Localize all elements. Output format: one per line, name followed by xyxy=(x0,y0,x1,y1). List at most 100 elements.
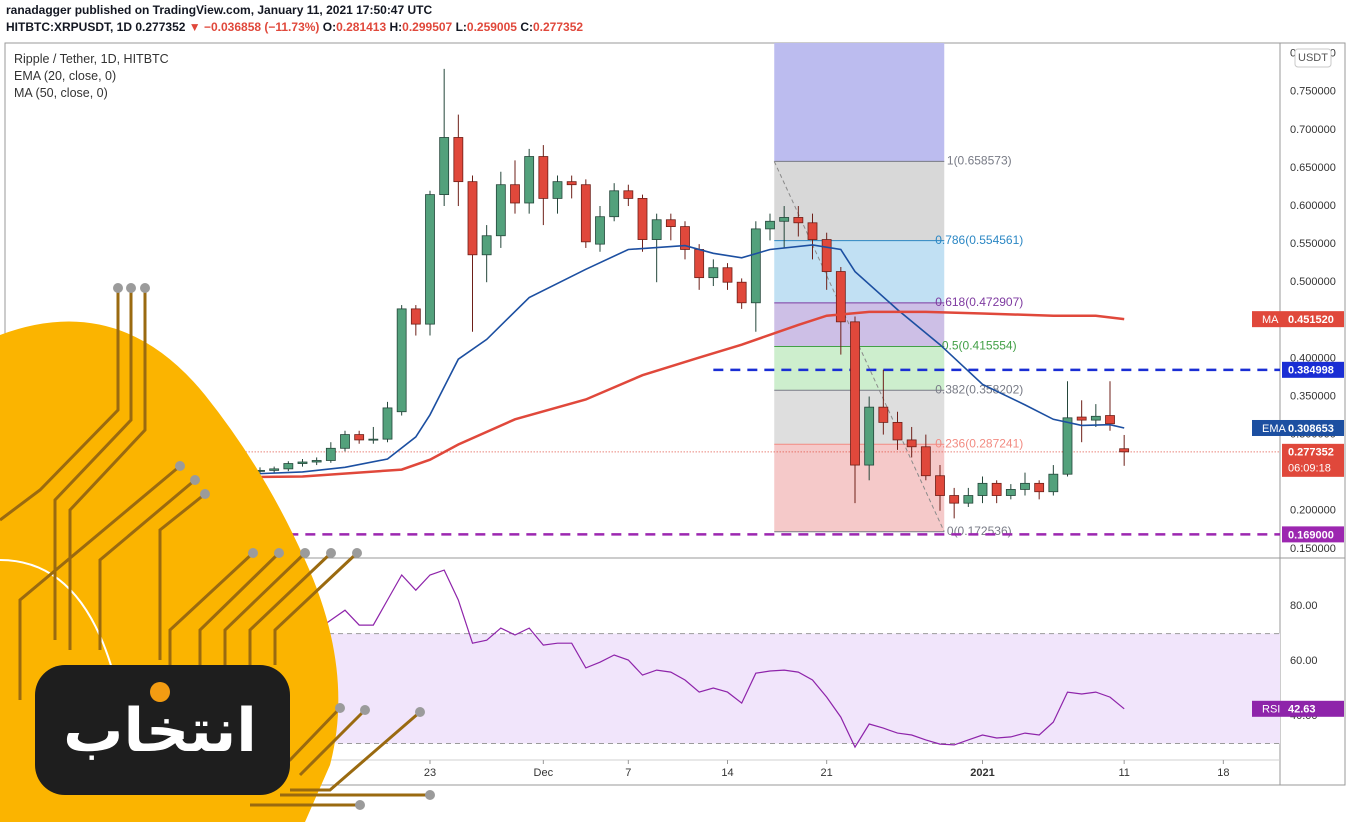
circuit-node xyxy=(360,705,370,715)
circuit-node xyxy=(326,548,336,558)
candle-body xyxy=(354,434,365,441)
indicator-line xyxy=(146,310,1125,480)
axis-label-box xyxy=(1282,443,1344,477)
header: ranadagger published on TradingView.com,… xyxy=(6,2,583,36)
candle-body xyxy=(892,421,903,441)
axis-label-value: 0.451520 xyxy=(1288,314,1334,326)
ohlc-value: 0.259005 xyxy=(466,20,517,34)
circuit-node xyxy=(126,283,136,293)
circuit-node xyxy=(355,800,365,810)
y-tick-label: 0.550000 xyxy=(1290,238,1336,250)
axis-label-value: 0.384998 xyxy=(1288,365,1334,377)
circuit-node xyxy=(200,489,210,499)
candle-body xyxy=(793,217,804,224)
fib-label: 0.236(0.287241) xyxy=(935,436,1023,450)
fib-label: 0.382(0.358202) xyxy=(935,382,1023,396)
fib-label: 0.5(0.415554) xyxy=(942,339,1017,353)
candle-body xyxy=(325,447,336,461)
candle-body xyxy=(439,137,450,196)
last-price: 0.277352 xyxy=(135,20,186,34)
circuit-line xyxy=(223,551,307,665)
axis-label-box xyxy=(1282,526,1344,543)
axis-label-box xyxy=(1252,311,1344,328)
candle-body xyxy=(1076,416,1087,421)
candle-body xyxy=(538,156,549,199)
ohlc-value: 0.299507 xyxy=(402,20,453,34)
candle-body xyxy=(991,482,1002,496)
axis-label-box xyxy=(1252,419,1344,436)
candle-body xyxy=(495,184,506,237)
axis-label-value: 0.277352 xyxy=(1288,447,1334,459)
candle-body xyxy=(368,438,379,441)
candle-body xyxy=(410,308,421,325)
circuit-node xyxy=(190,475,200,485)
candle-body xyxy=(906,439,917,448)
candle-body xyxy=(835,271,846,323)
candle-body xyxy=(609,190,620,218)
y-tick-label: 0.200000 xyxy=(1290,505,1336,517)
logo-badge xyxy=(35,665,290,795)
ohlc-key: H: xyxy=(389,20,403,34)
circuit-line xyxy=(298,708,367,777)
circuit-line xyxy=(18,464,181,700)
candle-body xyxy=(1119,448,1130,453)
candle-body xyxy=(396,308,407,413)
rsi-line xyxy=(302,569,1125,749)
y-tick-label: 0.650000 xyxy=(1290,162,1336,174)
logo: انتخاب xyxy=(0,283,435,822)
candle-body xyxy=(580,184,591,243)
x-tick-label: 11 xyxy=(1118,767,1129,779)
candle-body xyxy=(665,219,676,228)
candle-body xyxy=(382,407,393,440)
axis-label-value: 0.308653 xyxy=(1288,423,1334,435)
change: ▼ −0.036858 (−11.73%) xyxy=(188,20,320,34)
circuit-line xyxy=(158,492,206,660)
candle-body xyxy=(297,461,308,464)
circuit-line xyxy=(290,710,421,792)
circuit-line xyxy=(68,288,147,650)
candle-body xyxy=(269,468,280,471)
axis-label-tag: RSI xyxy=(1262,704,1280,716)
candle-body xyxy=(779,217,790,222)
candle-body xyxy=(765,220,775,230)
fib-label: 0.618(0.472907) xyxy=(935,295,1023,309)
candle-body xyxy=(637,198,648,240)
candle-body xyxy=(283,463,294,470)
circuit-node xyxy=(352,548,362,558)
candle-body xyxy=(949,495,960,504)
symbol: HITBTC:XRPUSDT, 1D xyxy=(6,20,133,34)
candle-body xyxy=(311,460,322,463)
candle-body xyxy=(1105,415,1115,425)
axis-label-value: 0.169000 xyxy=(1288,529,1334,541)
candle-body xyxy=(651,219,662,240)
y-tick-label: 60.00 xyxy=(1290,655,1318,667)
candle-body xyxy=(722,267,733,283)
fib-label: 0(0.172536) xyxy=(947,524,1012,538)
logo-coin xyxy=(150,682,170,702)
candle-body xyxy=(977,482,988,496)
circuit-line xyxy=(98,478,196,650)
candle-body xyxy=(694,249,705,279)
x-tick-label: Dec xyxy=(534,767,554,779)
unit-badge xyxy=(1294,48,1332,68)
circuit-node xyxy=(425,790,435,800)
published-line: ranadagger published on TradingView.com,… xyxy=(6,3,433,17)
circuit-node xyxy=(300,548,310,558)
circuit-node xyxy=(140,283,150,293)
legend: Ripple / Tether, 1D, HITBTC EMA (20, clo… xyxy=(14,51,169,102)
y-tick-label: 0.600000 xyxy=(1290,200,1336,212)
candle-body xyxy=(850,321,860,466)
circuit-node xyxy=(335,703,345,713)
axis-label-tag: EMA xyxy=(1262,423,1287,435)
date-range xyxy=(774,43,945,162)
candle-body xyxy=(1005,489,1016,496)
candle-body xyxy=(510,184,520,204)
symbol-line: HITBTC:XRPUSDT, 1D 0.277352 ▼ −0.036858 … xyxy=(6,19,583,36)
candle-body xyxy=(1062,417,1073,475)
circuit-line xyxy=(198,551,281,665)
circuit-node xyxy=(175,461,185,471)
candle-body xyxy=(935,475,945,496)
ohlc-key: O: xyxy=(322,20,337,34)
y-tick-label: 80.00 xyxy=(1290,600,1318,612)
